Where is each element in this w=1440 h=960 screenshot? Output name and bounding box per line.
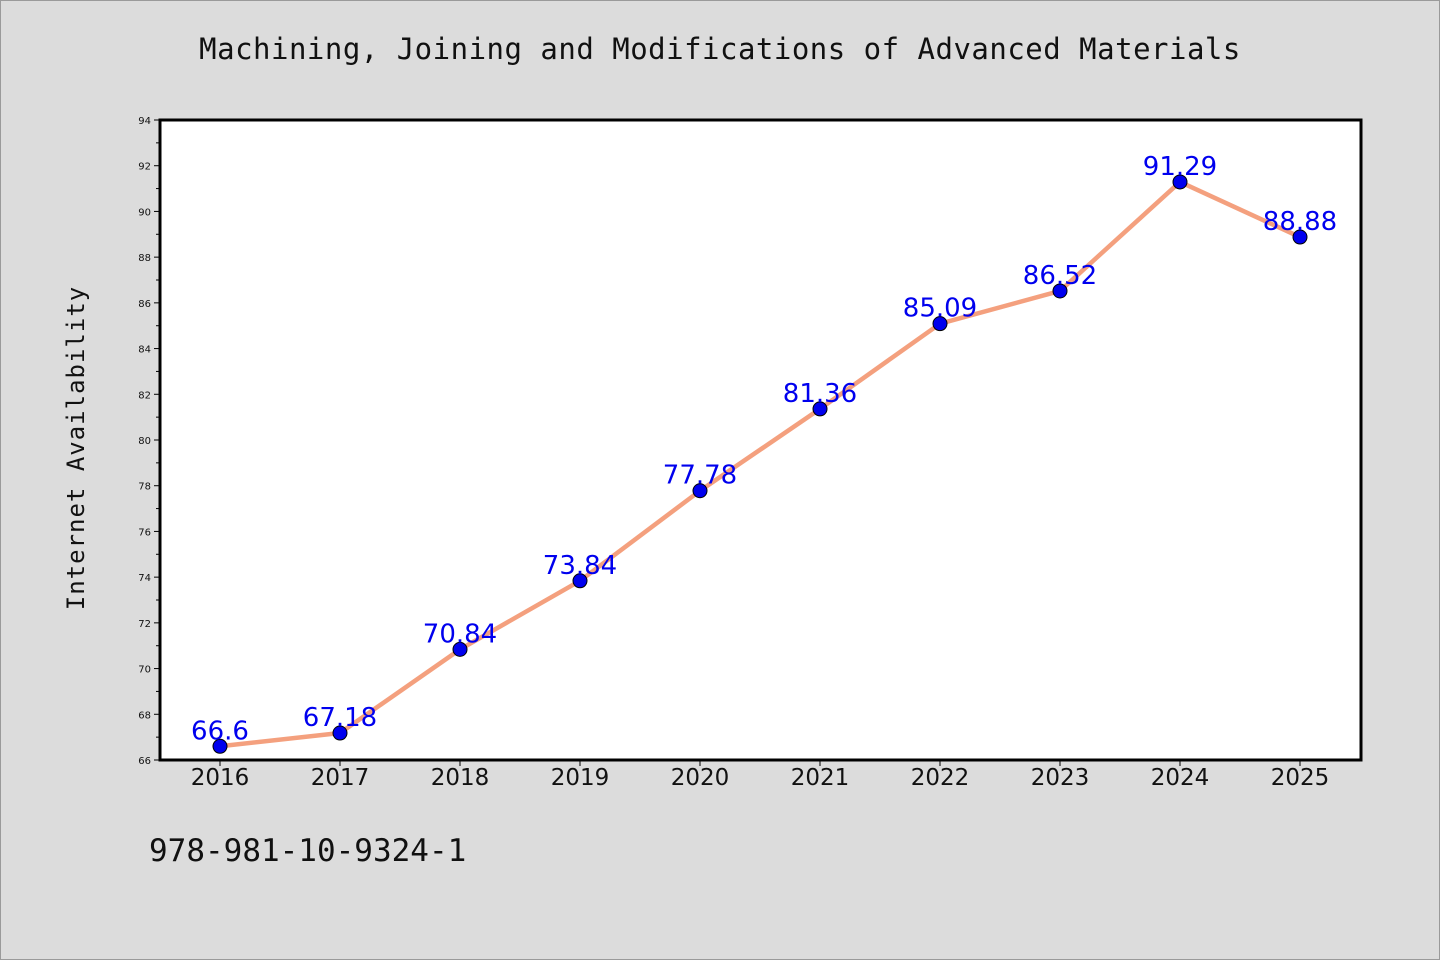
data-label: 91.29 — [1143, 152, 1217, 182]
data-point — [1052, 283, 1068, 299]
x-tick-label: 2020 — [671, 765, 730, 791]
y-tick-label: 88 — [138, 253, 151, 264]
x-tick-label: 2025 — [1271, 765, 1330, 791]
y-tick-label: 80 — [138, 436, 151, 447]
y-tick-label: 74 — [138, 573, 151, 584]
data-point — [692, 483, 708, 499]
data-point — [332, 725, 348, 741]
data-point — [452, 641, 468, 657]
x-tick-label: 2018 — [431, 765, 490, 791]
data-label: 81.36 — [783, 379, 857, 409]
data-point — [932, 316, 948, 332]
y-tick-label: 90 — [138, 207, 151, 218]
plot-area — [158, 118, 1363, 762]
x-tick-label: 2022 — [911, 765, 970, 791]
y-tick-label: 86 — [138, 299, 151, 310]
data-point — [1292, 229, 1308, 245]
data-point — [812, 401, 828, 417]
x-tick-label: 2021 — [791, 765, 850, 791]
series-line — [217, 179, 1303, 749]
y-tick-label: 94 — [138, 116, 151, 127]
y-tick-label: 76 — [138, 527, 151, 538]
y-tick-label: 70 — [138, 665, 151, 676]
data-label: 70.84 — [423, 619, 497, 649]
x-tick-label: 2016 — [191, 765, 250, 791]
x-tick-label: 2024 — [1151, 765, 1210, 791]
data-label: 86.52 — [1023, 261, 1097, 291]
chart-title: Machining, Joining and Modifications of … — [199, 32, 1241, 66]
data-label: 85.09 — [903, 294, 977, 324]
data-point — [572, 573, 588, 589]
y-tick-label: 92 — [138, 162, 151, 173]
y-tick-label: 82 — [138, 390, 151, 401]
y-tick-label: 68 — [138, 710, 151, 721]
data-label: 66.6 — [191, 716, 249, 746]
data-label: 77.78 — [663, 461, 737, 491]
data-label: 67.18 — [303, 703, 377, 733]
y-tick-label: 78 — [138, 482, 151, 493]
y-tick-label: 72 — [138, 619, 151, 630]
y-tick-label: 84 — [138, 345, 151, 356]
x-tick-label: 2019 — [551, 765, 610, 791]
data-label: 73.84 — [543, 551, 617, 581]
data-point — [1172, 174, 1188, 190]
y-tick-label: 66 — [138, 756, 151, 767]
data-point — [212, 738, 228, 754]
x-tick-label: 2017 — [311, 765, 370, 791]
x-tick-label: 2023 — [1031, 765, 1090, 791]
data-label: 88.88 — [1263, 207, 1337, 237]
isbn-footnote: 978-981-10-9324-1 — [149, 833, 467, 869]
